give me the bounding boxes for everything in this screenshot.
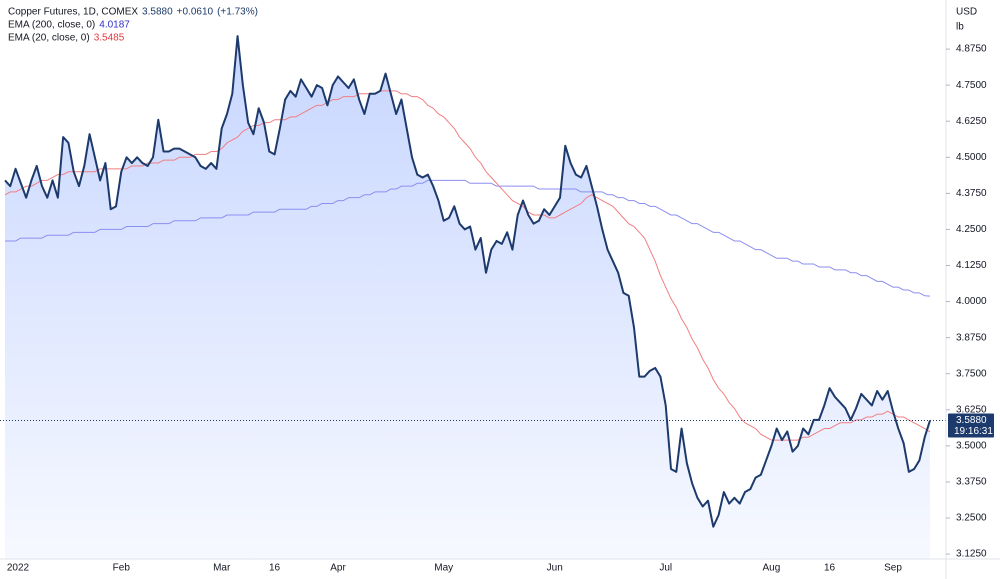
x-tick-label: Sep [884,563,902,574]
y-tick-label: 3.2500 [956,513,987,524]
y-tick-label: 4.6250 [956,116,987,127]
y-tick-label: 3.7500 [956,368,987,379]
y-tick-label: 3.6250 [956,404,987,415]
legend-entry: EMA (20, close, 0) [8,33,90,44]
x-tick-label: Apr [330,563,346,574]
legend-title: Copper Futures, 1D, COMEX [8,7,138,18]
y-tick-label: 4.3750 [956,188,987,199]
y-tick-label: 4.2500 [956,224,987,235]
y-tick-label: 4.1250 [956,260,987,271]
ema-line [4,90,931,441]
y-tick-label: 3.5000 [956,441,987,452]
last-price-box [948,413,994,438]
ema-line [5,179,931,297]
legend-change-pct: (+1.73%) [217,7,258,18]
plot-area [0,35,946,559]
y-tick-label: 3.1250 [956,549,987,560]
x-tick-label: May [434,563,453,574]
y-tick-label: 4.7500 [956,80,987,91]
legend-value: 4.0187 [99,20,130,31]
x-tick-label: Mar [213,563,231,574]
y-tick-label: 4.5000 [956,152,987,163]
x-tick-label: Aug [763,563,781,574]
last-price-label: 3.5880 [956,415,987,426]
x-tick-label: Jul [659,563,672,574]
legend: Copper Futures, 1D, COMEX 3.5880 +0.0610 (+… [8,7,258,44]
y-unit: lb [956,22,964,33]
x-tick-label: Feb [113,563,131,574]
x-tick-label: Jun [547,563,563,574]
price-line [4,35,931,528]
y-tick-label: 3.8750 [956,332,987,343]
countdown: 19:16:31 [954,426,993,437]
y-tick-label: 4.0000 [956,296,987,307]
y-tick-label: 4.8750 [956,44,987,55]
legend-value: 3.5485 [94,33,125,44]
legend-entry: EMA (200, close, 0) [8,20,95,31]
y-tick-label: 3.3750 [956,477,987,488]
x-tick-label: 2022 [7,563,30,574]
x-tick-label: 16 [824,563,836,574]
x-tick-label: 16 [269,563,281,574]
area [5,36,930,559]
y-unit: USD [956,7,977,18]
legend-value: 3.5880 [142,7,173,18]
legend-change: +0.0610 [177,7,214,18]
